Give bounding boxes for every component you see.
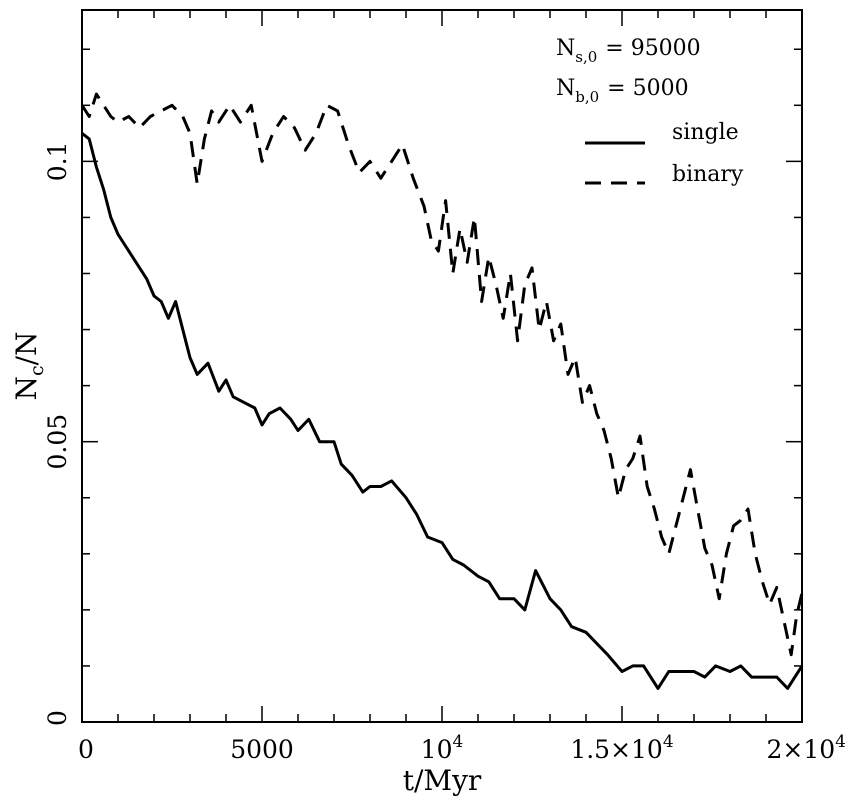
legend-label-binary: binary	[672, 162, 744, 187]
x-tick-label: 5000	[230, 735, 294, 764]
x-tick-label: 0	[78, 735, 94, 764]
y-tick-label: 0	[43, 710, 72, 726]
annotation-nb0: Nb,0 = 5000	[556, 76, 689, 106]
y-axis-title: Nc/N	[10, 331, 48, 400]
y-tick-labels: 0 0.05 0.1	[43, 141, 72, 725]
series-line-binary	[80, 92, 804, 657]
legend-label-single: single	[672, 120, 739, 145]
plot-frame	[81, 9, 803, 723]
y-tick-label: 0.1	[43, 141, 72, 181]
annotation-ns0: Ns,0 = 95000	[556, 36, 701, 66]
x-axis-title: t/Myr	[403, 764, 482, 797]
series-line-single	[81, 132, 804, 690]
x-tick-labels: 0 5000 104 1.5×104 2×104	[78, 732, 846, 764]
x-tick-label: 2×104	[767, 732, 847, 764]
axis-ticks	[81, 10, 803, 723]
y-tick-label: 0.05	[43, 414, 72, 470]
series-layer	[80, 92, 804, 690]
x-tick-label: 1.5×104	[570, 732, 673, 764]
x-tick-label: 104	[421, 732, 464, 764]
legend: single binary	[585, 120, 744, 187]
